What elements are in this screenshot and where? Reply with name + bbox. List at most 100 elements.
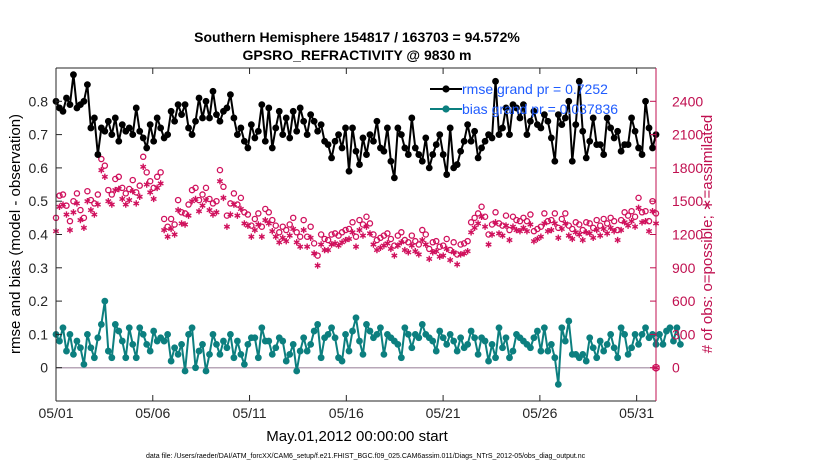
obs-possible-point	[139, 153, 147, 161]
obs-assimilated-point	[478, 213, 485, 220]
y-left-tick-label: 0.8	[29, 93, 49, 109]
obs-assimilated-point	[558, 225, 565, 233]
rmse-point	[394, 124, 402, 132]
obs-assimilated-point	[300, 226, 307, 234]
rmse-point	[506, 131, 513, 139]
rmse-point	[530, 107, 538, 115]
bias-point	[624, 350, 632, 358]
obs-assimilated-point	[457, 251, 464, 258]
obs-assimilated-point	[492, 219, 499, 226]
obs-possible-point	[276, 229, 283, 236]
rmse-point	[230, 114, 238, 122]
obs-assimilated-point	[63, 211, 70, 218]
rmse-point	[202, 97, 210, 105]
obs-assimilated-point	[119, 195, 126, 203]
bias-point	[164, 331, 172, 338]
obs-possible-point	[269, 216, 276, 224]
obs-possible-point	[80, 214, 88, 222]
obs-possible-point	[412, 237, 419, 245]
rmse-point	[136, 127, 144, 135]
obs-assimilated-point	[342, 236, 349, 244]
rmse-point	[436, 131, 444, 139]
obs-possible-point	[551, 210, 559, 217]
rmse-point	[94, 151, 102, 158]
obs-assimilated-point	[161, 226, 168, 234]
bias-point	[73, 337, 81, 345]
rmse-point	[111, 114, 119, 122]
rmse-point	[300, 117, 308, 125]
obs-possible-point	[167, 215, 175, 223]
rmse-point	[380, 147, 388, 155]
bias-point	[349, 327, 356, 335]
rmse-point	[397, 131, 405, 139]
bias-point	[677, 340, 684, 348]
bias-point	[485, 357, 492, 365]
bias-point	[178, 340, 185, 348]
obs-assimilated-point	[579, 236, 586, 244]
bias-point	[404, 331, 412, 338]
obs-assimilated-point	[248, 233, 255, 240]
bias-point	[603, 340, 611, 348]
bias-point	[506, 354, 513, 362]
bias-point	[547, 340, 555, 348]
obs-assimilated-point	[171, 231, 178, 238]
bias-point	[244, 340, 252, 348]
rmse-point	[596, 141, 604, 148]
bias-point	[366, 327, 374, 335]
obs-assimilated-point	[147, 189, 154, 196]
rmse-point	[467, 137, 475, 145]
bias-point	[474, 350, 482, 358]
obs-assimilated-point	[506, 236, 513, 244]
bias-point	[656, 331, 663, 338]
obs-possible-point	[146, 177, 154, 185]
obs-assimilated-point	[645, 227, 653, 235]
rmse-point	[349, 124, 356, 132]
bias-point	[108, 354, 116, 362]
obs-assimilated-point	[537, 233, 545, 240]
obs-possible-point	[255, 210, 262, 217]
obs-assimilated-point	[230, 201, 238, 208]
x-tick-label: 05/11	[233, 405, 267, 421]
bias-point	[659, 340, 667, 348]
obs-possible-point	[77, 206, 84, 214]
bias-point	[216, 350, 224, 358]
bias-point	[136, 324, 144, 332]
bias-point	[132, 354, 140, 362]
obs-assimilated-point	[202, 196, 210, 204]
obs-assimilated-point	[345, 235, 353, 243]
bias-point	[286, 350, 294, 358]
bias-point	[377, 324, 384, 332]
obs-possible-point	[237, 194, 245, 202]
rmse-point	[237, 124, 245, 132]
rmse-point	[513, 104, 520, 112]
obs-assimilated-point	[408, 242, 415, 249]
obs-assimilated-point	[237, 205, 245, 213]
bias-point	[453, 347, 461, 355]
bias-point	[307, 340, 315, 348]
obs-assimilated-point	[307, 234, 314, 242]
y-right-tick-label: 1800	[672, 160, 703, 176]
bias-point	[481, 337, 489, 345]
obs-possible-point	[70, 197, 77, 205]
obs-assimilated-point	[548, 226, 555, 234]
rmse-point	[185, 124, 192, 132]
rmse-point	[446, 124, 454, 132]
obs-possible-point	[136, 182, 143, 189]
rmse-point	[404, 151, 412, 158]
bias-point	[342, 331, 349, 338]
bias-point	[356, 337, 363, 345]
rmse-point	[366, 131, 374, 139]
bias-point	[300, 334, 308, 342]
bias-point	[561, 337, 569, 345]
obs-possible-point	[244, 211, 252, 218]
rmse-point	[167, 107, 175, 115]
rmse-point	[642, 97, 649, 105]
rmse-point	[118, 121, 126, 129]
rmse-point	[523, 131, 531, 139]
rmse-point	[279, 131, 287, 139]
rmse-point	[600, 151, 608, 158]
obs-assimilated-point	[178, 220, 185, 227]
rmse-point	[554, 111, 562, 119]
rmse-point	[481, 137, 489, 145]
bias-point	[56, 337, 63, 345]
